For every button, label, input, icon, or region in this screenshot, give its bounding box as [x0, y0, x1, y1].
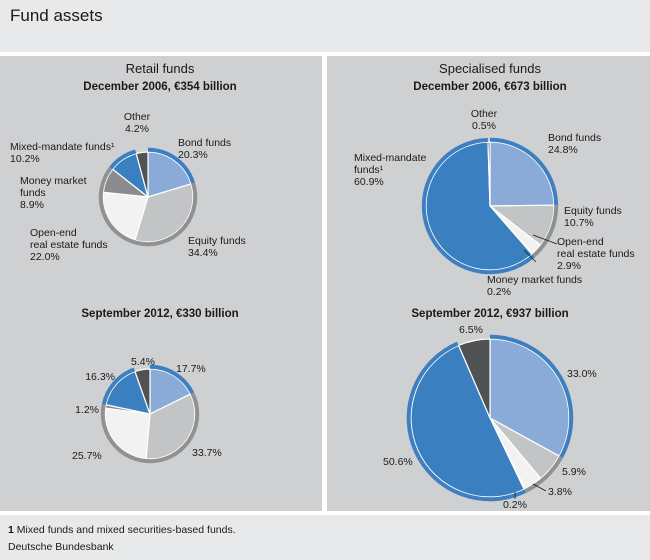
slice-other [487, 141, 491, 207]
label-open-end-real-estate-funds: real estate funds [30, 239, 108, 251]
leader-money-market [523, 249, 537, 263]
slice-other [134, 368, 151, 415]
label-open-end-real-estate-funds: 25.7% [72, 450, 102, 462]
label-other: Other [471, 108, 498, 120]
label-money-market-funds: 8.9% [20, 199, 44, 211]
panel-title: Retail funds [126, 61, 195, 76]
rim-bond-funds [149, 364, 195, 395]
label-equity-funds: 10.7% [564, 217, 594, 229]
label-mixed-mandate-funds: funds¹ [354, 164, 384, 176]
source-note: Deutsche Bundesbank [8, 541, 114, 553]
slice-open-end-real-estate-funds [104, 407, 151, 460]
label-money-market-funds: funds [20, 187, 46, 199]
label-mixed-mandate-funds: 50.6% [383, 456, 413, 468]
label-bond-funds: 24.8% [548, 144, 578, 156]
label-mixed-mandate-funds: 10.2% [10, 153, 40, 165]
label-equity-funds: 33.7% [192, 447, 222, 459]
label-bond-funds: Bond funds [178, 137, 231, 149]
label-other: 5.4% [131, 356, 155, 368]
label-open-end-real-estate-funds: 22.0% [30, 251, 60, 263]
label-equity-funds: 34.4% [188, 247, 218, 259]
panel-title: Specialised funds [439, 61, 541, 76]
label-money-market-funds: 0.2% [503, 499, 527, 511]
label-equity-funds: Equity funds [564, 205, 622, 217]
rim-mixed-mandate-funds [421, 137, 535, 275]
label-mixed-mandate-funds: Mixed-mandate [354, 152, 427, 164]
label-other: 6.5% [459, 324, 483, 336]
label-other: 4.2% [125, 123, 149, 135]
label-mixed-mandate-funds: Mixed-mandate funds¹ [10, 141, 115, 153]
rim-bond-funds [489, 334, 574, 459]
slice-equity-funds [134, 183, 194, 243]
label-open-end-real-estate-funds: Open-end [30, 227, 77, 239]
label-open-end-real-estate-funds: 2.9% [557, 260, 581, 272]
chart-title: September 2012, €937 billion [411, 308, 568, 320]
rim-other-categories [524, 456, 563, 494]
rim-other-categories [98, 166, 198, 247]
label-bond-funds: 33.0% [567, 368, 597, 380]
slice-open-end-real-estate-funds [102, 191, 149, 241]
page-title: Fund assets [10, 6, 103, 25]
slice-other [457, 338, 491, 419]
label-equity-funds: 5.9% [562, 466, 586, 478]
leader-open-end-real-estate [532, 234, 558, 245]
slice-bond-funds [489, 141, 555, 207]
footnote: 1 Mixed funds and mixed securities-based… [8, 524, 236, 536]
footnote-mark: 1 [8, 524, 14, 536]
label-equity-funds: Equity funds [188, 235, 246, 247]
label-bond-funds: 20.3% [178, 149, 208, 161]
slice-mixed-mandate-funds [425, 141, 533, 271]
rim-mixed-mandate-funds [406, 341, 526, 502]
rim-bond-funds [489, 137, 559, 206]
leader-open-end-real-estate-2012 [532, 483, 547, 492]
label-other: 0.5% [472, 120, 496, 132]
rim-mixed-mandate-funds [101, 367, 136, 405]
rim-mixed-mandate-funds [109, 149, 137, 170]
label-mixed-mandate-funds: 60.9% [354, 176, 384, 188]
slice-bond-funds [147, 151, 192, 198]
slice-bond-funds [149, 368, 192, 415]
label-money-market-funds: 0.2% [487, 286, 511, 298]
slice-equity-funds [145, 393, 196, 460]
chart-title: December 2006, €673 billion [413, 81, 566, 93]
label-open-end-real-estate-funds: Open-end [557, 236, 604, 248]
rim-other-categories [100, 392, 200, 464]
slice-mixed-mandate-funds [410, 344, 525, 498]
label-other: Other [124, 111, 151, 123]
slice-mixed-mandate-funds [105, 370, 151, 415]
label-bond-funds: 17.7% [176, 363, 206, 375]
label-money-market-funds: 1.2% [75, 404, 99, 416]
slice-other [135, 151, 149, 198]
chart-title: December 2006, €354 billion [83, 81, 236, 93]
chart-title: September 2012, €330 billion [81, 308, 238, 320]
header-bar: Fund assets [0, 0, 650, 52]
label-bond-funds: Bond funds [548, 132, 601, 144]
slice-bond-funds [489, 338, 570, 457]
label-money-market-funds: Money market [20, 175, 87, 187]
label-mixed-mandate-funds: 16.3% [85, 371, 115, 383]
label-open-end-real-estate-funds: real estate funds [557, 248, 635, 260]
footnote-text: Mixed funds and mixed securities-based f… [16, 524, 236, 536]
label-money-market-funds: Money market funds [487, 274, 582, 286]
label-open-end-real-estate-funds: 3.8% [548, 486, 572, 498]
footer-bar [0, 515, 650, 560]
rim-other-categories [532, 205, 559, 258]
rim-bond-funds [147, 147, 196, 184]
